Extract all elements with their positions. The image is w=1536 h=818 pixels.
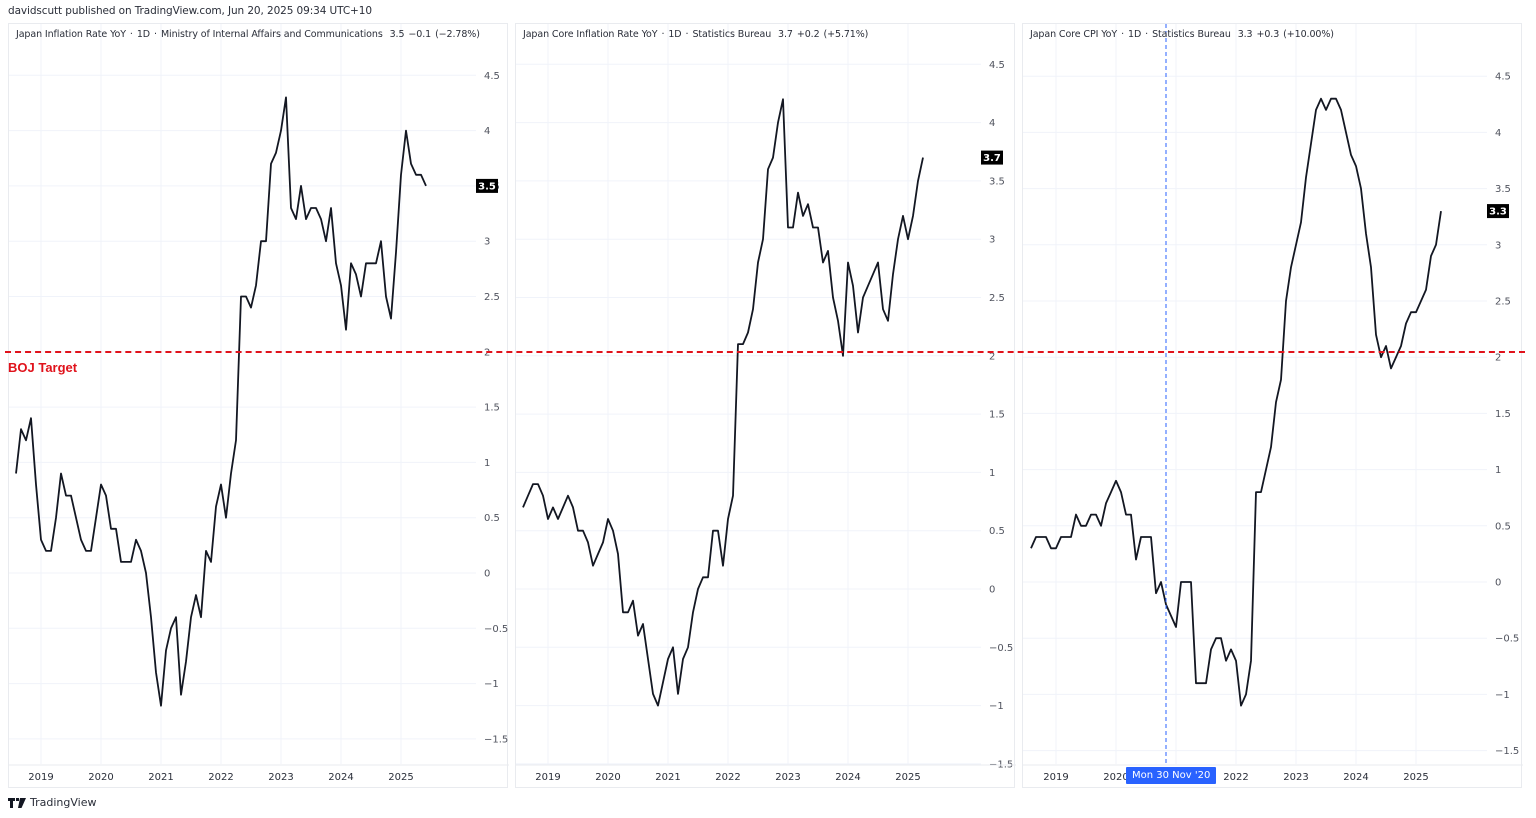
series-change-pct: (+10.00%) xyxy=(1283,29,1334,40)
y-axis-tick: 0 xyxy=(1495,578,1501,589)
plot-area[interactable]: 4.5 4 3.5 3 2.5 2 1.5 1 0.5 0 −0.5 −1 −1.5 2019 2020 20… xyxy=(1023,24,1523,789)
x-axis-tick: 2025 xyxy=(1403,772,1428,783)
series-line[interactable] xyxy=(15,96,427,707)
y-axis-tick: 3 xyxy=(484,237,490,248)
series-interval: 1D xyxy=(1128,29,1142,40)
last-value-badge xyxy=(981,150,1003,165)
series-change: −0.1 xyxy=(408,29,432,40)
boj-target-line xyxy=(5,351,1525,353)
x-axis-tick: 2024 xyxy=(1343,772,1368,783)
series-source: Ministry of Internal Affairs and Communi… xyxy=(160,29,383,40)
series-interval: 1D xyxy=(136,29,151,40)
y-axis-tick: −1.5 xyxy=(1495,746,1519,757)
y-axis-tick: −1 xyxy=(484,679,499,690)
series-change: +0.2 xyxy=(796,29,820,40)
plot-area[interactable]: 4.543.532.521.510.50−0.5−1−1.52019202020… xyxy=(9,24,509,789)
y-axis-tick: 2.5 xyxy=(484,292,500,303)
x-axis-tick: 2023 xyxy=(268,772,293,783)
crosshair-date-tag: Mon 30 Nov '20 xyxy=(1126,767,1217,784)
series-line[interactable] xyxy=(522,98,924,707)
x-axis-tick: 2025 xyxy=(388,772,413,783)
x-axis-tick: 2024 xyxy=(328,772,353,783)
x-axis-tick: 2022 xyxy=(715,772,740,783)
chart-panel-core-cpi[interactable]: Japan Core CPI YoY · 1D · Statistics Bureau … xyxy=(1022,23,1523,789)
series-source: Statistics Bureau xyxy=(1152,29,1231,40)
x-axis-tick: 2023 xyxy=(775,772,800,783)
svg-text:3.5: 3.5 xyxy=(478,181,496,192)
last-value-badge xyxy=(476,178,498,193)
svg-text:3.7: 3.7 xyxy=(983,153,1001,164)
series-line[interactable] xyxy=(1030,97,1442,707)
y-axis-tick: 0 xyxy=(484,569,490,580)
y-axis-tick: 4 xyxy=(1495,128,1501,139)
x-axis-tick: 2019 xyxy=(28,772,53,783)
y-axis-tick: 1.5 xyxy=(1495,409,1511,420)
y-axis-tick: 3 xyxy=(989,235,995,246)
legend-core-inflation-rate: Japan Core Inflation Rate YoY · 1D · Statist… xyxy=(523,29,869,40)
y-axis-tick: 3 xyxy=(1495,240,1501,251)
y-axis-tick: 1.5 xyxy=(989,410,1005,421)
x-axis-tick: 2021 xyxy=(148,772,173,783)
y-axis-tick: 4 xyxy=(484,126,490,137)
y-axis-tick: 0.5 xyxy=(1495,521,1511,532)
series-change-pct: (−2.78%) xyxy=(435,29,480,40)
series-source: Statistics Bureau xyxy=(692,29,772,40)
x-axis-tick: 2022 xyxy=(208,772,233,783)
series-interval: 1D xyxy=(668,29,682,40)
x-axis-tick: 2021 xyxy=(655,772,680,783)
y-axis-tick: 4 xyxy=(989,118,995,129)
tradingview-logo-icon xyxy=(8,797,26,808)
y-axis-tick: 0.5 xyxy=(989,526,1005,537)
y-axis-tick: 3.5 xyxy=(989,176,1005,187)
y-axis-tick: 1 xyxy=(989,468,995,479)
y-axis-tick: −0.5 xyxy=(484,624,508,635)
x-axis-tick: 2024 xyxy=(835,772,860,783)
y-axis-tick: 1 xyxy=(1495,465,1501,476)
x-axis-tick: 2019 xyxy=(1043,772,1068,783)
y-axis-tick: 4.5 xyxy=(1495,72,1511,83)
tradingview-footer[interactable]: TradingView xyxy=(8,796,96,809)
y-axis-tick: 1 xyxy=(484,458,490,469)
chart-panel-inflation-rate[interactable]: Japan Inflation Rate YoY · 1D · Ministry of … xyxy=(8,23,509,789)
series-title: Japan Core CPI YoY xyxy=(1030,29,1118,40)
x-axis-tick: 2020 xyxy=(595,772,620,783)
y-axis-tick: 2 xyxy=(989,351,995,362)
y-axis-tick: 0 xyxy=(989,585,995,596)
y-axis-tick: 3.5 xyxy=(1495,184,1511,195)
series-title: Japan Inflation Rate YoY xyxy=(16,29,126,40)
y-axis-tick: −0.5 xyxy=(989,643,1013,654)
y-axis-tick: 4.5 xyxy=(484,71,500,82)
series-last-value: 3.3 xyxy=(1237,29,1253,40)
tradingview-brand-text: TradingView xyxy=(30,796,97,809)
y-axis-tick: 0.5 xyxy=(484,513,500,524)
x-axis-tick: 2023 xyxy=(1283,772,1308,783)
y-axis-tick: 1.5 xyxy=(484,403,500,414)
y-axis-tick: −1 xyxy=(989,701,1004,712)
series-title: Japan Core Inflation Rate YoY xyxy=(523,29,658,40)
x-axis-tick: 2022 xyxy=(1223,772,1248,783)
y-axis-tick: −1 xyxy=(1495,690,1510,701)
y-axis-tick: 4.5 xyxy=(989,60,1005,71)
boj-target-label: BOJ Target xyxy=(8,360,78,375)
last-value-badge xyxy=(1487,204,1509,219)
legend-inflation-rate: Japan Inflation Rate YoY · 1D · Ministry of … xyxy=(16,29,480,40)
series-change: +0.3 xyxy=(1256,29,1280,40)
y-axis-tick: 2.5 xyxy=(989,293,1005,304)
series-change-pct: (+5.71%) xyxy=(823,29,869,40)
y-axis-tick: −1.5 xyxy=(484,734,508,745)
y-axis-tick: −0.5 xyxy=(1495,634,1519,645)
y-axis-tick: 2 xyxy=(1495,353,1501,364)
svg-text:3.3: 3.3 xyxy=(1489,207,1507,218)
x-axis-tick: 2020 xyxy=(1103,772,1128,783)
legend-core-cpi: Japan Core CPI YoY · 1D · Statistics Bureau … xyxy=(1030,29,1334,40)
chart-panel-core-inflation-rate[interactable]: Japan Core Inflation Rate YoY · 1D · Statist… xyxy=(515,23,1016,789)
series-last-value: 3.7 xyxy=(778,29,793,40)
x-axis-tick: 2019 xyxy=(535,772,560,783)
y-axis-tick: 2.5 xyxy=(1495,297,1511,308)
x-axis-tick: 2020 xyxy=(88,772,113,783)
x-axis-tick: 2025 xyxy=(895,772,920,783)
series-last-value: 3.5 xyxy=(389,29,405,40)
published-caption: davidscutt published on TradingView.com,… xyxy=(8,5,372,17)
